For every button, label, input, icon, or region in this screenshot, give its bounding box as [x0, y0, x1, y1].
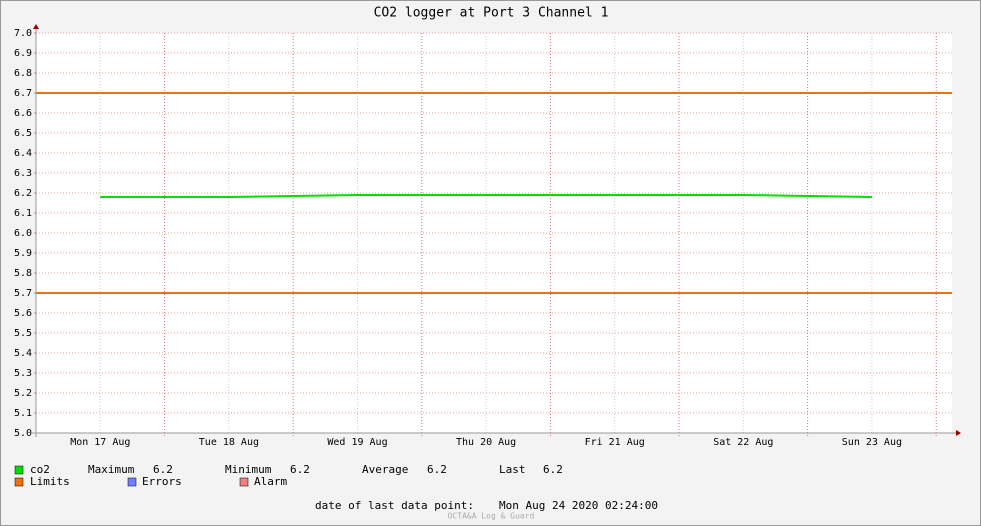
plot-area [36, 33, 952, 433]
stat-value: 6.2 [427, 463, 447, 476]
y-tick-label: 6.7 [14, 88, 32, 99]
legend-label: Alarm [254, 475, 287, 488]
legend-swatch [14, 477, 24, 487]
x-tick-label: Sun 23 Aug [842, 437, 902, 448]
stat-label: Maximum [88, 463, 135, 476]
y-tick-label: 5.8 [14, 268, 32, 279]
stat-label: Last [499, 463, 526, 476]
stat-value: 6.2 [290, 463, 310, 476]
chart-title: CO2 logger at Port 3 Channel 1 [374, 6, 609, 21]
y-tick-label: 5.0 [14, 428, 32, 439]
x-tick-label: Mon 17 Aug [70, 437, 130, 448]
legend-swatch [14, 465, 24, 475]
x-tick-label: Thu 20 Aug [456, 437, 516, 448]
x-tick-label: Tue 18 Aug [199, 437, 259, 448]
legend-label: co2 [30, 463, 50, 476]
y-tick-label: 5.1 [14, 408, 32, 419]
data-line [100, 194, 872, 198]
x-tick-label: Wed 19 Aug [327, 437, 387, 448]
y-tick-label: 7.0 [14, 28, 32, 39]
y-tick-label: 5.5 [14, 328, 32, 339]
y-tick-label: 6.8 [14, 68, 32, 79]
y-tick-label: 6.3 [14, 168, 32, 179]
y-tick-label: 5.3 [14, 368, 32, 379]
y-tick-label: 5.7 [14, 288, 32, 299]
legend-swatch [127, 477, 137, 487]
x-arrow [956, 430, 961, 436]
y-arrow [33, 24, 39, 29]
y-tick-label: 6.9 [14, 48, 32, 59]
legend-swatch [239, 477, 249, 487]
y-tick-label: 6.0 [14, 228, 32, 239]
stat-value: 6.2 [153, 463, 173, 476]
y-tick-label: 5.4 [14, 348, 32, 359]
legend-label: Errors [142, 475, 182, 488]
y-tick-label: 6.5 [14, 128, 32, 139]
y-tick-label: 6.6 [14, 108, 32, 119]
credit: OCTA&A Log & Guard [448, 512, 535, 521]
y-tick-label: 6.1 [14, 208, 32, 219]
x-tick-label: Fri 21 Aug [585, 437, 645, 448]
legend-label: Limits [30, 475, 70, 488]
stat-label: Minimum [225, 463, 272, 476]
footer-date: Mon Aug 24 2020 02:24:00 [499, 499, 658, 512]
y-tick-label: 6.4 [14, 148, 32, 159]
y-tick-label: 5.6 [14, 308, 32, 319]
y-tick-label: 6.2 [14, 188, 32, 199]
footer-label: date of last data point: [315, 499, 474, 512]
stat-label: Average [362, 463, 408, 476]
y-tick-label: 5.2 [14, 388, 32, 399]
x-tick-label: Sat 22 Aug [713, 437, 773, 448]
stat-value: 6.2 [543, 463, 563, 476]
y-tick-label: 5.9 [14, 248, 32, 259]
